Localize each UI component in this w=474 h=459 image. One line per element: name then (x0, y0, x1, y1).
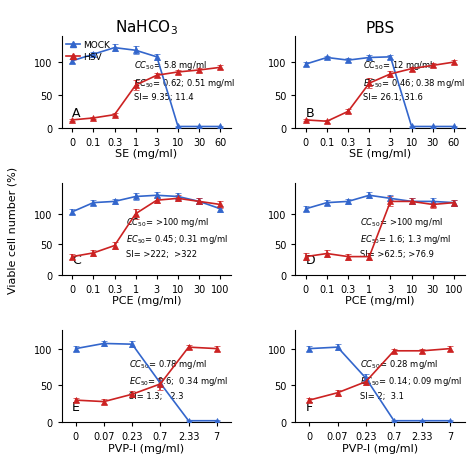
Text: C: C (72, 253, 81, 266)
Text: A: A (72, 106, 80, 119)
Text: D: D (305, 253, 315, 266)
Text: $CC_{50}$= 0.28 mg/ml
$EC_{50}$= 0.14; 0.09 mg/ml
SI= 2;  3.1: $CC_{50}$= 0.28 mg/ml $EC_{50}$= 0.14; 0… (360, 357, 462, 400)
Legend: MOCK, HSV: MOCK, HSV (66, 41, 110, 62)
X-axis label: PCE (mg/ml): PCE (mg/ml) (111, 296, 181, 306)
X-axis label: PVP-I (mg/ml): PVP-I (mg/ml) (342, 442, 418, 453)
Text: $CC_{50}$= 0.78 mg/ml
$EC_{50}$= 0.6;  0.34 mg/ml
SI= 1.3;   2.3: $CC_{50}$= 0.78 mg/ml $EC_{50}$= 0.6; 0.… (129, 357, 228, 400)
Text: F: F (305, 400, 312, 413)
Title: PBS: PBS (365, 21, 394, 35)
X-axis label: PCE (mg/ml): PCE (mg/ml) (345, 296, 415, 306)
X-axis label: PVP-I (mg/ml): PVP-I (mg/ml) (108, 442, 184, 453)
X-axis label: SE (mg/ml): SE (mg/ml) (349, 149, 411, 159)
Text: $CC_{50}$= >100 mg/ml
$EC_{50}$= 0.45; 0.31 mg/ml
SI= >222;  >322: $CC_{50}$= >100 mg/ml $EC_{50}$= 0.45; 0… (126, 215, 228, 258)
Text: $CC_{50}$= >100 mg/ml
$EC_{50}$= 1.6; 1.3 mg/ml
SI= >62.5; >76.9: $CC_{50}$= >100 mg/ml $EC_{50}$= 1.6; 1.… (360, 215, 451, 258)
Text: B: B (305, 106, 314, 119)
X-axis label: SE (mg/ml): SE (mg/ml) (115, 149, 177, 159)
Text: $CC_{50}$= 5.8 mg/ml
$EC_{50}$= 0.62; 0.51 mg/ml
SI= 9.35; 11.4: $CC_{50}$= 5.8 mg/ml $EC_{50}$= 0.62; 0.… (135, 59, 236, 102)
Text: Viable cell number (%): Viable cell number (%) (7, 166, 17, 293)
Text: E: E (72, 400, 80, 413)
Text: $CC_{50}$= 12 mg/ml
$EC_{50}$= 0.46; 0.38 mg/ml
SI= 26.1; 31.6: $CC_{50}$= 12 mg/ml $EC_{50}$= 0.46; 0.3… (363, 59, 465, 102)
Title: NaHCO$_3$: NaHCO$_3$ (115, 18, 178, 37)
